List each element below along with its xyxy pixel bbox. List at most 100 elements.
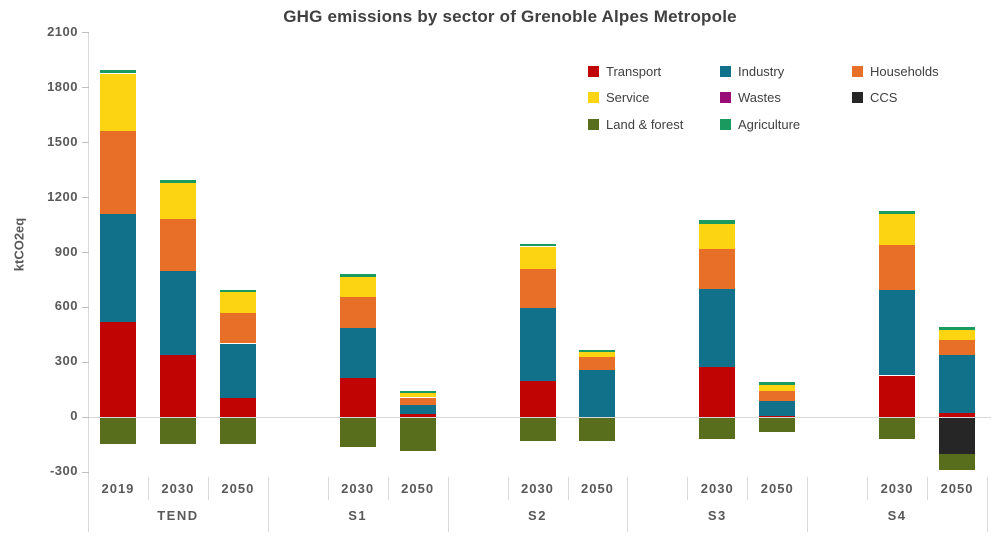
bar-segment-service bbox=[879, 214, 916, 245]
bar-segment-land-forest bbox=[579, 417, 616, 441]
legend-item-agriculture: Agriculture bbox=[720, 115, 800, 133]
bar-segment-agriculture bbox=[519, 243, 556, 247]
legend-swatch-wastes bbox=[720, 92, 731, 103]
year-divider bbox=[147, 477, 149, 500]
bar-segment-land-forest bbox=[100, 417, 136, 445]
bar-segment-households bbox=[159, 219, 196, 272]
bar-segment-agriculture bbox=[339, 273, 376, 277]
bar-segment-service bbox=[219, 292, 256, 314]
bar-segment-households bbox=[579, 357, 616, 370]
bar-segment-industry bbox=[399, 404, 436, 414]
bar-segment-households bbox=[399, 397, 436, 405]
legend-swatch-households bbox=[852, 65, 863, 77]
bar-segment-service bbox=[159, 183, 196, 219]
bar-segment-households bbox=[219, 313, 256, 344]
bar-segment-industry bbox=[100, 214, 136, 323]
group-divider bbox=[88, 477, 89, 532]
bar-segment-agriculture bbox=[879, 211, 916, 215]
y-tick-label: 0 bbox=[70, 408, 78, 424]
bar-segment-transport bbox=[699, 367, 736, 417]
y-tick-mark bbox=[82, 306, 89, 308]
x-group-label-tend: TEND bbox=[157, 508, 199, 523]
group-divider bbox=[987, 477, 988, 532]
legend-swatch-land-forest bbox=[588, 118, 599, 130]
y-tick-label: 900 bbox=[54, 243, 78, 259]
x-year-label: 2030 bbox=[161, 481, 195, 496]
legend-label: Wastes bbox=[738, 90, 781, 105]
bar-segment-land-forest bbox=[759, 417, 796, 433]
bar-segment-service bbox=[339, 276, 376, 297]
y-tick-mark bbox=[82, 361, 89, 363]
year-divider bbox=[327, 477, 329, 500]
bar-segment-agriculture bbox=[100, 70, 136, 74]
year-divider bbox=[387, 477, 389, 500]
year-divider bbox=[927, 477, 929, 500]
x-group-label-s4: S4 bbox=[887, 508, 907, 523]
bar-segment-service bbox=[939, 329, 975, 340]
bar-segment-households bbox=[519, 268, 556, 308]
x-year-label: 2030 bbox=[700, 481, 734, 496]
bar-segment-land-forest bbox=[159, 417, 196, 445]
bar-segment-service bbox=[100, 73, 136, 132]
x-group-label-s1: S1 bbox=[348, 508, 368, 523]
y-tick-mark bbox=[82, 197, 89, 198]
bar-segment-land-forest bbox=[939, 454, 975, 470]
legend-label: Households bbox=[870, 63, 939, 79]
legend-item-ccs: CCS bbox=[852, 89, 897, 107]
group-divider bbox=[627, 477, 629, 532]
bar-segment-agriculture bbox=[579, 349, 616, 353]
bar-segment-industry bbox=[339, 327, 376, 379]
chart-title: GHG emissions by sector of Grenoble Alpe… bbox=[283, 7, 737, 26]
legend-item-wastes: Wastes bbox=[720, 89, 781, 107]
bar-segment-transport bbox=[879, 375, 916, 417]
bar-segment-households bbox=[100, 131, 136, 215]
y-tick-label: -300 bbox=[49, 463, 78, 479]
y-tick-mark bbox=[82, 87, 89, 89]
bar-segment-industry bbox=[759, 401, 796, 416]
x-year-label: 2050 bbox=[221, 481, 255, 496]
y-axis-line bbox=[88, 32, 89, 532]
zero-gridline bbox=[88, 416, 991, 418]
x-year-label: 2050 bbox=[940, 481, 974, 496]
legend-swatch-ccs bbox=[852, 92, 863, 103]
year-divider bbox=[867, 477, 869, 500]
x-year-label: 2050 bbox=[580, 481, 614, 496]
bar-segment-transport bbox=[219, 397, 256, 417]
legend-label: Transport bbox=[606, 63, 662, 79]
legend-item-land-forest: Land & forest bbox=[588, 115, 683, 133]
bar-segment-land-forest bbox=[879, 417, 916, 439]
bar-segment-transport bbox=[399, 414, 436, 417]
year-divider bbox=[687, 477, 689, 500]
bar-segment-transport bbox=[759, 415, 796, 417]
y-tick-mark bbox=[82, 471, 89, 473]
x-year-label: 2050 bbox=[401, 481, 435, 496]
bar-segment-agriculture bbox=[399, 390, 436, 393]
bar-segment-industry bbox=[219, 343, 256, 398]
bar-segment-households bbox=[699, 249, 736, 289]
y-tick-mark bbox=[82, 142, 89, 144]
bar-segment-land-forest bbox=[219, 417, 256, 445]
bar-segment-households bbox=[939, 339, 975, 356]
bar-segment-industry bbox=[939, 355, 975, 414]
y-tick-label: 1200 bbox=[47, 188, 78, 204]
legend-swatch-agriculture bbox=[720, 118, 731, 130]
bar-segment-agriculture bbox=[219, 289, 256, 293]
bar-segment-transport bbox=[519, 381, 556, 417]
y-tick-mark bbox=[82, 252, 89, 253]
legend: Transport Industry Households Service Wastes… bbox=[588, 62, 968, 152]
bar-segment-households bbox=[879, 244, 916, 291]
legend-swatch-transport bbox=[588, 65, 599, 77]
year-divider bbox=[507, 477, 509, 500]
bar-segment-transport bbox=[339, 378, 376, 417]
bar-segment-service bbox=[759, 384, 796, 392]
y-tick-label: 1500 bbox=[47, 133, 78, 149]
bar-segment-land-forest bbox=[519, 417, 556, 442]
group-divider bbox=[807, 477, 809, 532]
legend-label: Agriculture bbox=[738, 116, 801, 132]
x-year-label: 2030 bbox=[520, 481, 554, 496]
bar-segment-agriculture bbox=[699, 220, 736, 224]
bar-segment-industry bbox=[579, 370, 616, 417]
